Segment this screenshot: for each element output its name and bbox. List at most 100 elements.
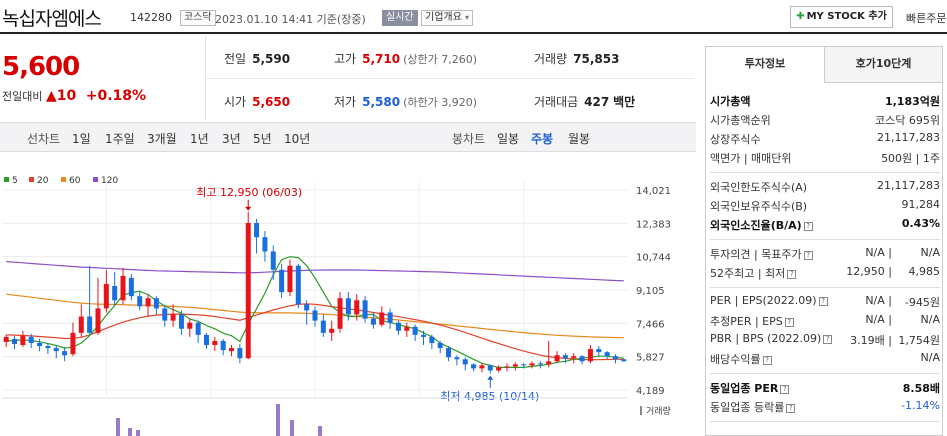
candle-body xyxy=(437,342,443,349)
period-3y[interactable]: 3년 xyxy=(222,132,241,146)
candle-monthly[interactable]: 월봉 xyxy=(568,132,591,146)
chart-toolbar: 선차트 1일 1주일 3개월 1년 3년 5년 10년 봉차트 일봉 주봉 월봉 xyxy=(0,122,696,152)
foreign-value: 91,284 xyxy=(901,198,941,211)
candle-body xyxy=(429,336,435,343)
candle-body xyxy=(387,312,393,323)
foreign-label: 외국인한도주식수(A) xyxy=(710,181,808,194)
help-icon[interactable]: ? xyxy=(803,251,813,260)
candle-weekly[interactable]: 주봉 xyxy=(531,132,554,146)
market-row: 액면가 | 매매단위 500원 | 1주 xyxy=(710,150,940,166)
help-icon[interactable]: ? xyxy=(803,222,813,231)
upper-limit: (상한가 7,260) xyxy=(403,53,477,66)
period-3m[interactable]: 3개월 xyxy=(147,132,177,146)
help-icon[interactable]: ? xyxy=(780,385,790,394)
market-value: 21,117,283 xyxy=(877,131,940,144)
open-label: 시가 xyxy=(224,95,247,109)
candle-body xyxy=(362,300,368,319)
candle-body xyxy=(395,322,401,331)
volume-bar xyxy=(318,426,322,436)
candle-body xyxy=(287,265,293,293)
low-arrow-head xyxy=(487,375,494,380)
side-separator xyxy=(710,287,940,288)
quote-timestamp: 2023.01.10 14:41 기준(장중) xyxy=(215,13,366,26)
market-label: 상장주식수 xyxy=(710,133,761,146)
low-annotation: 최저 4,985 (10/14) xyxy=(440,390,539,403)
candle-body xyxy=(45,346,51,349)
market-value: 500원 | 1주 xyxy=(881,152,940,165)
candle-body xyxy=(304,304,310,311)
valuation-value-1: 3.19배 | xyxy=(850,334,892,347)
candle-body xyxy=(128,277,134,297)
volume-value: 75,853 xyxy=(573,52,620,66)
help-icon[interactable]: ? xyxy=(784,318,794,327)
y-tick-label: 14,021 xyxy=(636,186,671,197)
quick-order-link[interactable]: 빠른주문 xyxy=(906,12,947,25)
candle-body xyxy=(37,342,43,347)
open-price: 시가 5,650 xyxy=(224,93,290,110)
line-chart-label[interactable]: 선차트 xyxy=(27,132,61,146)
valuation-label: 배당수익률? xyxy=(710,351,772,367)
add-mystock-button[interactable]: ✚ MY STOCK 추가 xyxy=(790,6,893,28)
change-percent: +0.18% xyxy=(85,88,147,104)
candle-body xyxy=(70,332,76,355)
opinion-label: 52주최고 | 최저? xyxy=(710,265,797,281)
candle-body xyxy=(153,298,159,309)
candle-body xyxy=(320,320,326,333)
candle-body xyxy=(220,340,226,351)
market-row: 상장주식수 21,117,283 xyxy=(710,131,940,147)
period-5y[interactable]: 5년 xyxy=(253,132,272,146)
candle-body xyxy=(554,355,560,362)
valuation-label: PER | EPS(2022.09)? xyxy=(710,294,828,307)
help-icon[interactable]: ? xyxy=(787,270,797,279)
foreign-value: 21,117,283 xyxy=(877,179,940,192)
y-tick-label: 4,189 xyxy=(636,386,665,397)
side-tabs: 투자정보 호가10단계 xyxy=(706,47,942,83)
candle-body xyxy=(120,275,126,301)
help-icon[interactable]: ? xyxy=(786,404,796,413)
change-label: 전일대비 xyxy=(2,90,43,103)
candle-body xyxy=(137,296,143,307)
period-1d[interactable]: 1일 xyxy=(72,132,91,146)
realtime-button[interactable]: 실시간 xyxy=(382,10,418,26)
stock-code: 142280 xyxy=(130,11,172,24)
trade-amount: 거래대금 427 백만 xyxy=(534,93,635,110)
candle-body xyxy=(237,348,243,359)
chevron-down-icon: ▾ xyxy=(465,13,470,22)
candle-body xyxy=(370,318,376,325)
tab-orderbook[interactable]: 호가10단계 xyxy=(824,47,942,83)
candle-body xyxy=(421,334,427,337)
company-info-dropdown[interactable]: 기업개요 ▾ xyxy=(421,10,474,26)
legend-label-20: 20 xyxy=(37,176,49,186)
period-10y[interactable]: 10년 xyxy=(284,132,311,146)
valuation-label: PBR | BPS (2022.09)? xyxy=(710,332,833,345)
ma5-line xyxy=(6,256,624,368)
current-price: 5,600 xyxy=(2,52,80,82)
period-1w[interactable]: 1주일 xyxy=(105,132,135,146)
price-change: 전일대비 ▲10 +0.18% xyxy=(2,88,146,104)
tab-investment-info[interactable]: 투자정보 xyxy=(706,47,824,83)
help-icon[interactable]: ? xyxy=(762,356,772,365)
high-label: 고가 xyxy=(334,52,357,66)
candle-body xyxy=(170,314,176,321)
candle-chart-label[interactable]: 봉차트 xyxy=(452,132,486,146)
industry-label: 동일업종 PER? xyxy=(710,380,790,396)
legend-label-5: 5 xyxy=(12,176,18,186)
add-mystock-label: MY STOCK 추가 xyxy=(806,11,887,22)
legend-label-120: 120 xyxy=(101,176,118,186)
help-icon[interactable]: ? xyxy=(818,297,828,306)
side-separator xyxy=(710,421,940,422)
candle-daily[interactable]: 일봉 xyxy=(497,132,520,146)
y-tick-label: 10,744 xyxy=(636,253,671,264)
valuation-label: 추정PER | EPS? xyxy=(710,313,794,329)
candle-body xyxy=(279,269,285,293)
help-icon[interactable]: ? xyxy=(823,335,833,344)
ma20-line xyxy=(6,303,624,361)
opinion-row: 투자의견 | 목표주가? N/A | N/A xyxy=(710,246,940,262)
legend-swatch-5 xyxy=(4,177,9,182)
candlestick-chart: 14,021 12,383 10,744 9,105 7,466 5,827 4,189 5 2… xyxy=(2,176,671,436)
period-1y[interactable]: 1년 xyxy=(190,132,209,146)
market-row: 시가총액 1,183억원 xyxy=(710,93,940,109)
high-arrow-head xyxy=(245,206,252,211)
low-price: 저가 5,580 (하한가 3,920) xyxy=(334,93,477,110)
open-value: 5,650 xyxy=(252,95,291,109)
